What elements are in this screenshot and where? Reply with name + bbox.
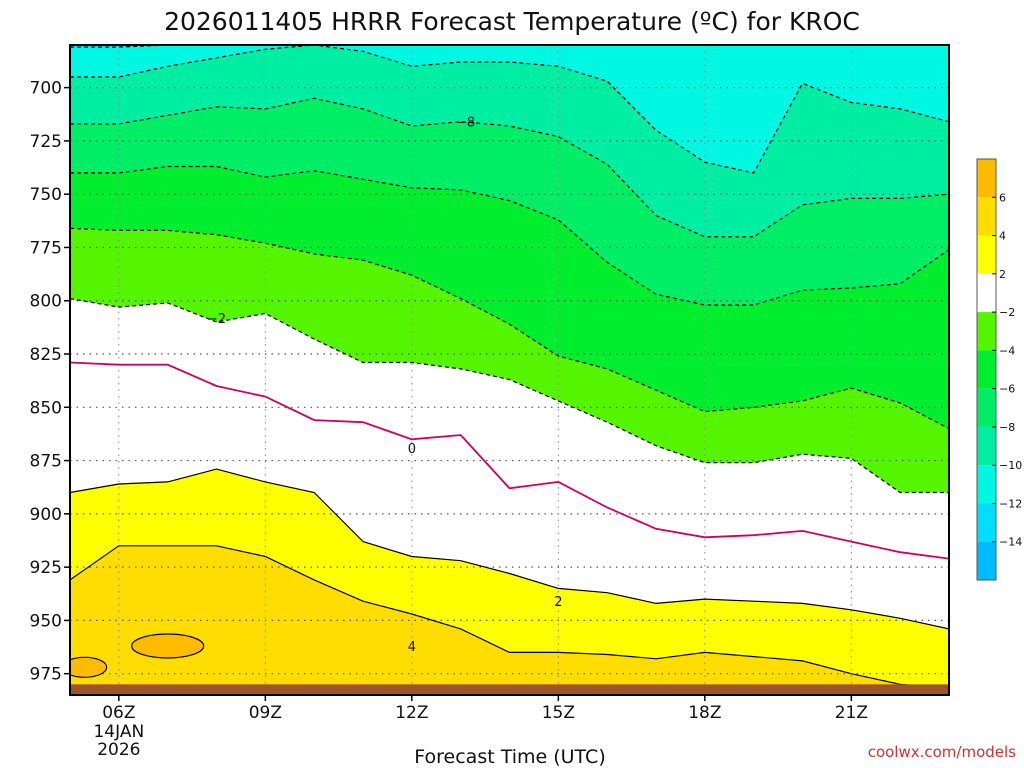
contour-0 <box>70 361 949 560</box>
credit-text[interactable]: coolwx.com/models <box>868 743 1016 761</box>
plot-area: −8 −2 0 2 4 <box>69 44 950 696</box>
ytick-label: 975 <box>30 665 62 685</box>
warm-pocket-1 <box>70 656 108 678</box>
ytick-label: 875 <box>30 452 62 472</box>
colorbar-bin <box>977 312 996 351</box>
grid-lines <box>70 45 949 695</box>
xtick-label: 09Z <box>249 703 282 723</box>
warm-pocket-0 <box>131 633 205 659</box>
colorbar-tick-label: 6 <box>999 191 1006 204</box>
xtick-label: 06Z <box>102 703 135 723</box>
colorbar: 6 4 2 −2 −4 −6 −8 −10 −12 −14 <box>976 158 1022 581</box>
ytick-label: 750 <box>30 185 62 205</box>
colorbar-bin <box>977 426 996 466</box>
contour-4 <box>70 545 949 690</box>
colorbar-tick-label: 4 <box>999 230 1006 243</box>
contour-2 <box>70 468 949 630</box>
y-axis: 700 725 750 775 800 825 850 875 900 925 950 975 <box>30 79 70 685</box>
xtick-label: 12Z <box>395 703 428 723</box>
colorbar-bin <box>977 388 996 427</box>
ground-band <box>70 684 949 695</box>
contour-labels: −8 −2 0 2 4 <box>207 116 563 655</box>
colorbar-frame <box>976 158 997 581</box>
colorbar-bin <box>977 159 996 198</box>
ytick-label: 900 <box>30 505 62 525</box>
xtick-label: 15Z <box>542 703 575 723</box>
ytick-label: 700 <box>30 79 62 99</box>
ytick-label: 775 <box>30 238 62 258</box>
colorbar-bin <box>977 465 996 504</box>
contour-label: −8 <box>456 116 475 131</box>
ytick-label: 950 <box>30 611 62 631</box>
contour--8 <box>70 97 949 238</box>
ytick-label: 800 <box>30 292 62 312</box>
warm-pockets <box>70 633 949 695</box>
xtick-label: 18Z <box>688 703 721 723</box>
colorbar-bin <box>977 273 996 313</box>
contour-label: −2 <box>207 312 226 327</box>
contour-label: 0 <box>408 442 416 457</box>
colorbar-tick-label: −14 <box>999 536 1022 549</box>
colorbar-tick-label: −2 <box>999 306 1015 319</box>
colorbar-tick-label: 2 <box>999 268 1006 281</box>
x-axis-label: Forecast Time (UTC) <box>414 746 605 768</box>
colorbar-tick-label: −10 <box>999 459 1022 472</box>
chart-title: 2026011405 HRRR Forecast Temperature (ºC… <box>164 7 860 36</box>
xtick-label: 21Z <box>835 703 868 723</box>
colorbar-bin <box>977 541 996 580</box>
colorbar-tick-label: −6 <box>999 383 1015 396</box>
contour--6 <box>70 165 949 306</box>
colorbar-bin <box>977 235 996 274</box>
contour--10 <box>70 45 949 174</box>
ytick-label: 850 <box>30 398 62 418</box>
contour--4 <box>70 227 949 430</box>
colorbar-tick-label: −4 <box>999 344 1015 357</box>
contour-label: 2 <box>554 595 562 610</box>
band-above-4 <box>70 545 949 695</box>
plot-frame <box>69 44 950 696</box>
colorbar-bin <box>977 350 996 389</box>
temperature-bands <box>70 45 949 695</box>
contour-lines <box>70 45 949 690</box>
colorbar-tick-label: −12 <box>999 497 1022 510</box>
contour--2 <box>70 298 949 494</box>
colorbar-bin <box>977 197 996 236</box>
ytick-label: 825 <box>30 345 62 365</box>
contour-label: 4 <box>408 640 416 655</box>
ytick-label: 925 <box>30 558 62 578</box>
ytick-label: 725 <box>30 132 62 152</box>
colorbar-bin <box>977 503 996 542</box>
xtick-sublabel: 2026 <box>97 740 140 760</box>
xtick-sublabel: 14JAN <box>93 722 144 742</box>
colorbar-tick-label: −8 <box>999 421 1015 434</box>
